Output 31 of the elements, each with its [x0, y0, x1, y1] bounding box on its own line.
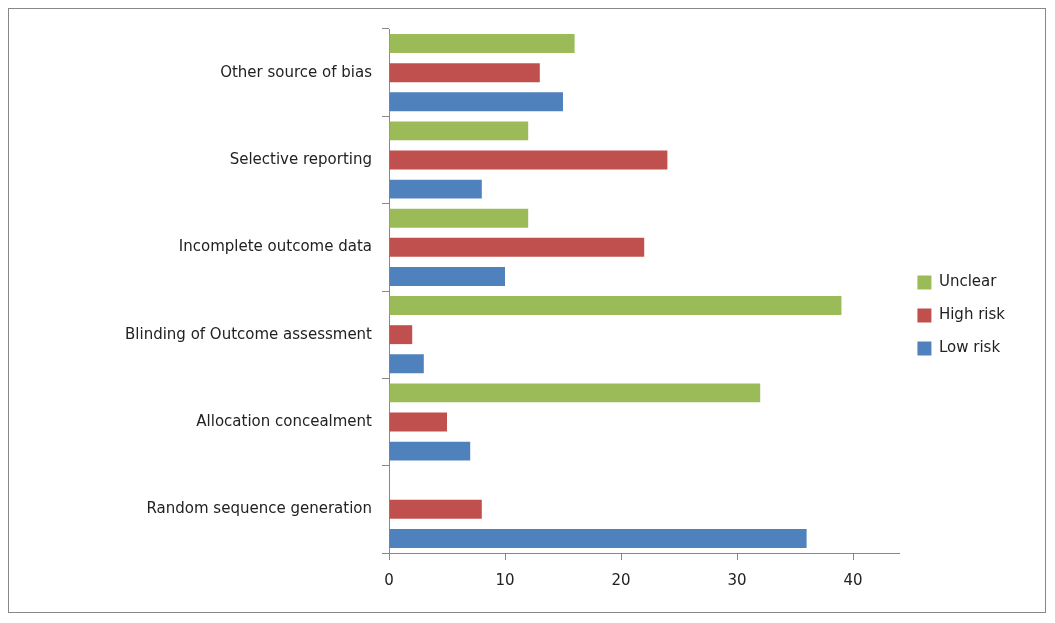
x-tick-label: 0 — [384, 570, 394, 589]
bar — [389, 237, 645, 257]
bar — [389, 92, 564, 112]
legend-label: Unclear — [938, 272, 998, 291]
y-tick-label: Blinding of Outcome assessment — [125, 324, 373, 343]
bar — [389, 499, 482, 519]
bar — [389, 266, 506, 286]
bar — [389, 150, 668, 170]
y-tick-label: Selective reporting — [229, 149, 372, 168]
bar — [389, 34, 575, 54]
bar — [389, 412, 447, 432]
x-tick-label: 20 — [611, 570, 631, 589]
x-tick-label: 30 — [727, 570, 747, 589]
bar — [389, 208, 529, 228]
bar — [389, 325, 413, 345]
bar — [389, 441, 471, 461]
bar — [389, 383, 761, 403]
legend-label: High risk — [938, 305, 1006, 324]
legend-label: Low risk — [938, 338, 1001, 357]
bar — [389, 63, 540, 83]
bar — [389, 121, 529, 141]
bar — [389, 528, 807, 548]
bar — [389, 179, 482, 199]
x-tick-label: 10 — [495, 570, 515, 589]
y-tick-label: Incomplete outcome data — [178, 237, 372, 256]
y-tick-label: Other source of bias — [220, 62, 373, 81]
bar — [389, 354, 424, 374]
x-tick-label: 40 — [843, 570, 863, 589]
bar — [389, 296, 842, 316]
y-tick-label: Random sequence generation — [146, 499, 372, 518]
y-tick-label: Allocation concealment — [196, 411, 373, 430]
